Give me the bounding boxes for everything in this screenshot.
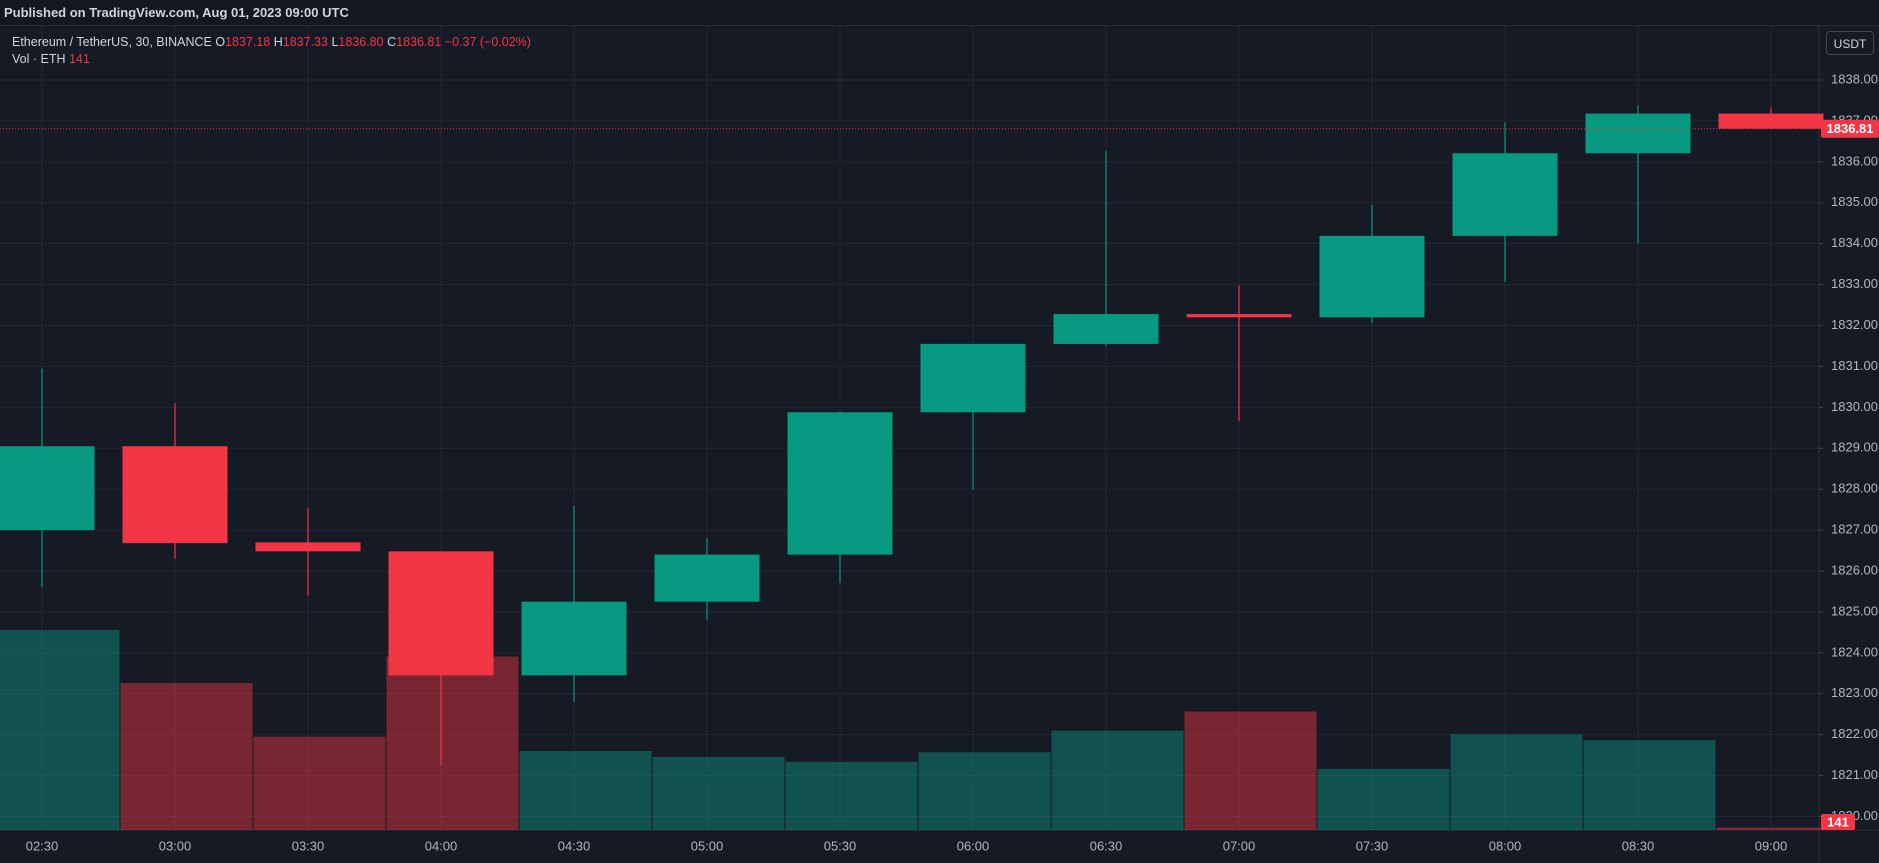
- candle-body: [255, 542, 361, 552]
- x-tick-label: 05:30: [824, 838, 857, 853]
- volume-bar: [785, 761, 918, 830]
- y-tick-label: 1836.00: [1831, 153, 1878, 168]
- x-tick-label: 03:00: [159, 838, 192, 853]
- candle-body: [1452, 153, 1558, 236]
- x-tick-label: 09:00: [1755, 838, 1788, 853]
- y-tick-label: 1831.00: [1831, 358, 1878, 373]
- candle-body: [388, 551, 494, 676]
- candle-body: [521, 601, 627, 676]
- price-legend: Ethereum / TetherUS, 30, BINANCE O1837.1…: [12, 34, 531, 51]
- volume-bar: [1450, 734, 1583, 830]
- volume-bar: [519, 751, 652, 830]
- volume-bar: [1317, 768, 1450, 830]
- volume-bar: [253, 736, 386, 830]
- x-tick-label: 08:30: [1622, 838, 1655, 853]
- volume-tag: [1821, 814, 1855, 830]
- change: −0.37 (−0.02%): [444, 35, 531, 49]
- candle-body: [1053, 314, 1159, 344]
- volume-bar: [918, 752, 1051, 830]
- ohlc-value: 1836.81: [396, 35, 442, 49]
- symbol: Ethereum / TetherUS, 30, BINANCE: [12, 35, 212, 49]
- candle-body: [0, 446, 95, 531]
- y-tick-label: 1821.00: [1831, 767, 1878, 782]
- volume-bar: [1051, 730, 1184, 830]
- candle-body: [122, 446, 228, 544]
- volume-bar: [386, 656, 519, 830]
- y-tick-label: 1827.00: [1831, 522, 1878, 537]
- x-tick-label: 03:30: [292, 838, 325, 853]
- y-tick-label: 1823.00: [1831, 685, 1878, 700]
- x-tick-label: 04:30: [558, 838, 591, 853]
- ohlc-value: 1837.18: [225, 35, 271, 49]
- candle-body: [787, 412, 893, 555]
- price-tag: [1821, 119, 1879, 138]
- legend: Ethereum / TetherUS, 30, BINANCE O1837.1…: [12, 34, 531, 68]
- volume-bar: [1716, 827, 1849, 830]
- price-axis-bg: [1819, 26, 1879, 830]
- y-tick-label: 1825.00: [1831, 603, 1878, 618]
- x-tick-label: 06:00: [957, 838, 990, 853]
- ohlc-value: 1837.33: [282, 35, 328, 49]
- ohlc-value: 1836.80: [338, 35, 384, 49]
- ohlc-label: C: [387, 35, 397, 49]
- volume-tag-label: 141: [1827, 814, 1849, 829]
- ohlc-label: O: [215, 35, 226, 49]
- ohlc-label: L: [331, 35, 339, 49]
- candle-body: [1718, 113, 1824, 129]
- volume-bar: [652, 757, 785, 830]
- candle-body: [1319, 235, 1425, 318]
- volume-bar: [120, 682, 253, 830]
- x-tick-label: 07:30: [1356, 838, 1389, 853]
- x-tick-label: 05:00: [691, 838, 724, 853]
- candle-body: [654, 554, 760, 602]
- volume-value: 141: [68, 52, 90, 66]
- x-tick-label: 04:00: [425, 838, 458, 853]
- x-tick-label: 02:30: [26, 838, 59, 853]
- y-tick-label: 1824.00: [1831, 644, 1878, 659]
- y-tick-label: 1833.00: [1831, 276, 1878, 291]
- volume-legend: Vol · ETH 141: [12, 51, 531, 68]
- x-tick-label: 08:00: [1489, 838, 1522, 853]
- ohlc-label: H: [273, 35, 283, 49]
- y-tick-label: 1822.00: [1831, 726, 1878, 741]
- y-tick-label: 1830.00: [1831, 399, 1878, 414]
- volume-bar: [1184, 711, 1317, 830]
- candle-body: [920, 343, 1026, 413]
- x-tick-label: 06:30: [1090, 838, 1123, 853]
- candle-body: [1585, 113, 1691, 154]
- y-tick-label: 1838.00: [1831, 71, 1878, 86]
- y-tick-label: 1826.00: [1831, 562, 1878, 577]
- y-tick-label: 1829.00: [1831, 440, 1878, 455]
- volume-bar: [1583, 740, 1716, 830]
- published-banner: Published on TradingView.com, Aug 01, 20…: [0, 0, 1879, 26]
- volume-label: Vol · ETH: [12, 52, 66, 66]
- volume-bar: [0, 630, 120, 830]
- currency-button[interactable]: USDT: [1826, 31, 1874, 55]
- y-tick-label: 1828.00: [1831, 481, 1878, 496]
- y-tick-label: 1834.00: [1831, 235, 1878, 250]
- x-tick-label: 07:00: [1223, 838, 1256, 853]
- price-tag-label: 1836.81: [1827, 121, 1874, 136]
- candle-body: [1186, 314, 1292, 318]
- y-tick-label: 1832.00: [1831, 317, 1878, 332]
- y-tick-label: 1835.00: [1831, 194, 1878, 209]
